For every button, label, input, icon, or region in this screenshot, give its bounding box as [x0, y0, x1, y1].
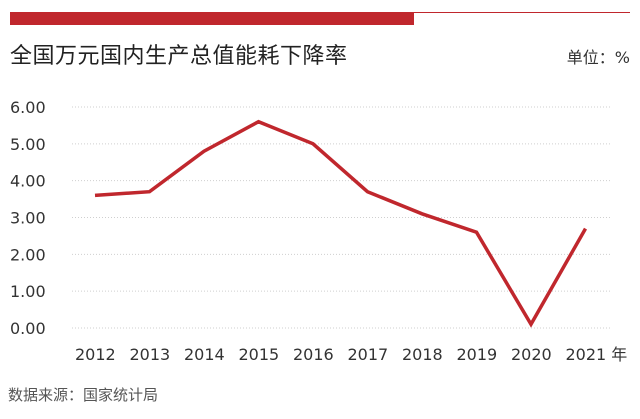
header-accent-line [414, 12, 630, 13]
y-tick-label: 5.00 [10, 135, 46, 154]
data-source: 数据来源：国家统计局 [8, 386, 159, 404]
x-tick-label: 2016 [293, 345, 334, 364]
y-tick-label: 2.00 [10, 245, 46, 264]
y-tick-label: 6.00 [10, 98, 46, 117]
y-tick-label: 3.00 [10, 209, 46, 228]
grid-lines [72, 106, 610, 329]
y-tick-label: 0.00 [10, 319, 46, 338]
x-axis-ticks: 2012 2013 2014 2015 2016 2017 2018 2019 2020 2021… [75, 345, 627, 364]
x-tick-label: 2021 年 [566, 345, 628, 364]
x-tick-label: 2020 [511, 345, 552, 364]
x-tick-label: 2019 [457, 345, 498, 364]
x-tick-label: 2018 [402, 345, 443, 364]
chart-title: 全国万元国内生产总值能耗下降率 [10, 44, 348, 69]
header-accent-bar [10, 12, 414, 25]
x-tick-label: 2015 [239, 345, 280, 364]
x-tick-label: 2012 [75, 345, 116, 364]
series-lines [94, 119, 588, 328]
x-tick-label: 2013 [130, 345, 171, 364]
y-tick-label: 1.00 [10, 282, 46, 301]
y-axis-ticks: 0.00 1.00 2.00 3.00 4.00 5.00 6.00 [10, 98, 46, 338]
series-line [94, 119, 588, 328]
line-chart: 0.001.002.003.004.005.006.00 2012 2013 201… [10, 98, 627, 364]
x-tick-label: 2017 [348, 345, 389, 364]
x-tick-label: 2014 [184, 345, 225, 364]
unit-label: 单位：% [566, 48, 630, 67]
y-tick-label: 4.00 [10, 172, 46, 191]
